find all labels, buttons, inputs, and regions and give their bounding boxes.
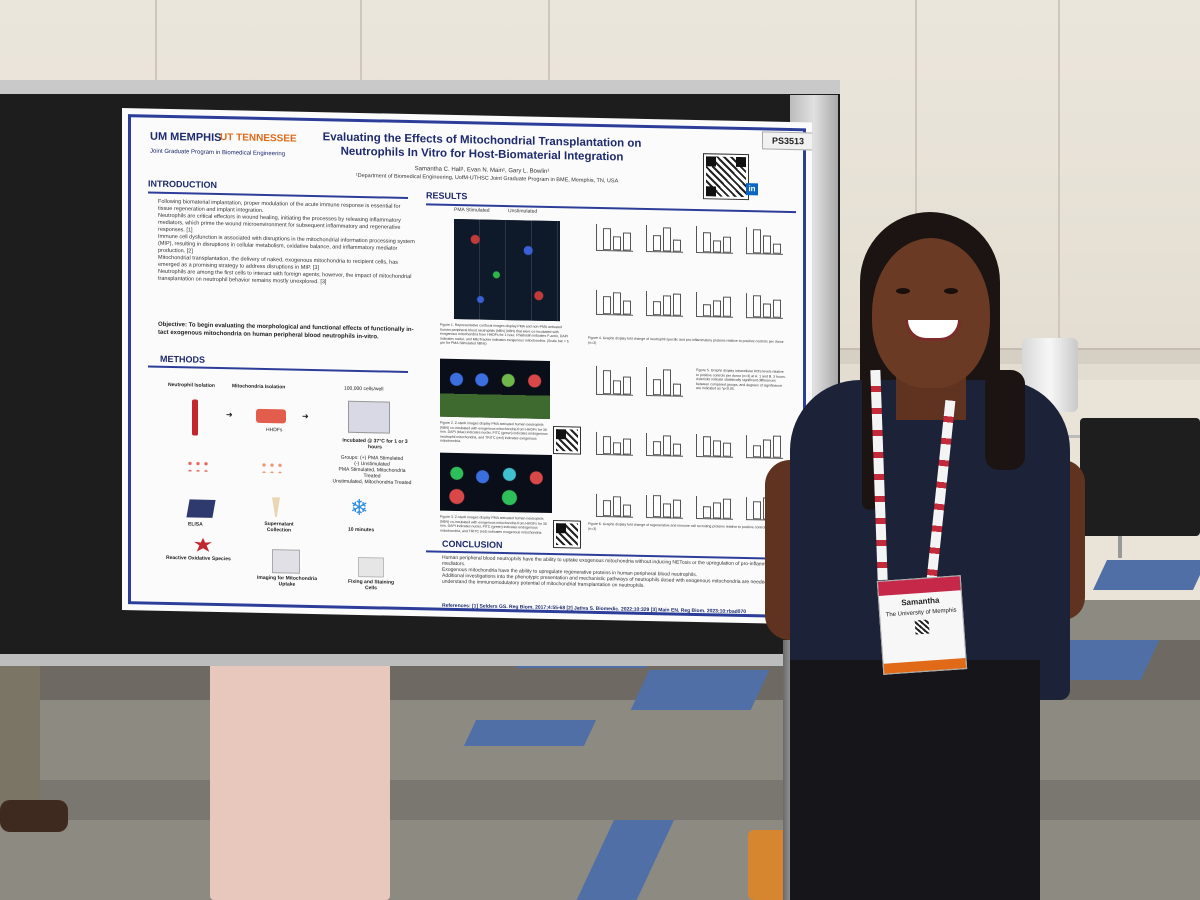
elisa-plate-icon [186,499,216,518]
memphis-logo: UM MEMPHIS [150,130,222,145]
bar-graph [596,223,633,252]
bar-graph [646,494,683,519]
bar-graph [596,365,633,396]
arrow-icon: ➜ [226,410,233,420]
groups-list: Groups: (+) PMA Stimulated (-) Unstimula… [332,454,412,487]
trash-bin [1080,418,1200,536]
cells-per-well-label: 100,000 cells/well [344,385,384,393]
badge-affiliation: The University of Memphis [885,607,957,619]
z-stack-image-2 [440,452,552,514]
micro-header-left: PMA Stimulated [454,206,490,214]
fixing-label: Fixing and Staining Cells [347,578,395,592]
person-eye [944,288,958,294]
intro-list: Following biomaterial implantation, prop… [158,199,416,288]
qr-code-small [553,520,581,549]
mito-isolation-label: Mitochondria Isolation [232,383,286,391]
bar-graph [646,366,683,397]
passerby-leg [0,650,40,820]
passerby-legs [210,640,390,900]
bar-graph [646,224,683,253]
bar-graph [646,432,683,457]
elisa-label: ELISA [188,521,203,528]
person-braids [985,370,1025,470]
hhdf-label: HHDFs [266,427,283,434]
slide-icon [358,556,384,578]
minutes-label: 10 minutes [348,526,375,534]
bar-graph [696,496,733,520]
confocal-image-grid [454,218,560,322]
bar-graph [596,289,633,316]
badge-name: Samantha [900,595,940,608]
board-number: PS3513 [762,131,812,151]
neutrophils-icon [186,459,208,472]
imaging-label: Imaging for Mitochondria Uptake [257,574,317,588]
micro-header-right: Unstimulated [508,208,538,215]
passerby-shoe [0,800,68,832]
neutrophil-isolation-label: Neutrophil Isolation [168,381,215,389]
methods-heading: METHODS [160,353,205,365]
bar-graph [696,434,733,458]
bar-graph [596,493,633,518]
tennessee-logo: UT TENNESSEE [220,132,297,145]
badge-qr-code [914,619,930,635]
wall-panel [915,0,1057,360]
blood-tube-icon [192,399,198,436]
bar-graph [746,435,783,459]
bar-graph [596,431,633,456]
bar-graph [696,226,733,254]
results-heading: RESULTS [426,190,468,202]
research-poster: UM MEMPHIS UT TENNESSEE Joint Graduate P… [122,108,812,625]
badge-header [877,576,961,596]
figure-2-caption: Figure 2. Z-stack images display PMA act… [440,420,548,444]
person-eye [896,288,910,294]
supernatant-label: Supernatant Collection [264,520,294,534]
mitochondria-icon [260,460,286,474]
microscope-icon [272,549,300,574]
figure-1-caption: Figure 1. Representative confocal images… [440,322,569,346]
qr-code-small [553,426,581,455]
bar-graph [696,292,733,318]
bar-graph [646,290,683,317]
flask-icon [256,408,286,424]
conclusion-heading: CONCLUSION [442,538,503,550]
figure-3-caption: Figure 3. Z-stack images display PMA act… [440,514,547,535]
figure-5-caption: Figure 5. Graphs display intracellular R… [696,368,786,391]
name-badge: Samantha The University of Memphis [876,575,968,675]
qr-code [703,153,749,201]
bar-graph [746,227,783,255]
person-face [872,238,990,388]
figure-6-caption: Figure 6. Graphs display fold change of … [588,521,783,531]
snowflake-icon: ❄ [350,494,369,521]
linkedin-icon: in [746,183,758,196]
z-stack-image-1 [440,358,550,419]
wall-panel [1058,0,1200,360]
incubation-label: Incubated @ 37°C for 1 or 3 hours [342,437,408,451]
well-plate-icon [348,400,390,434]
figure-4-caption: Figure 4. Graphs display fold change of … [588,335,784,345]
arrow-icon: ➜ [302,411,309,421]
introduction-heading: INTRODUCTION [148,178,217,190]
person-pants [790,660,1040,900]
bar-graph [746,293,783,319]
